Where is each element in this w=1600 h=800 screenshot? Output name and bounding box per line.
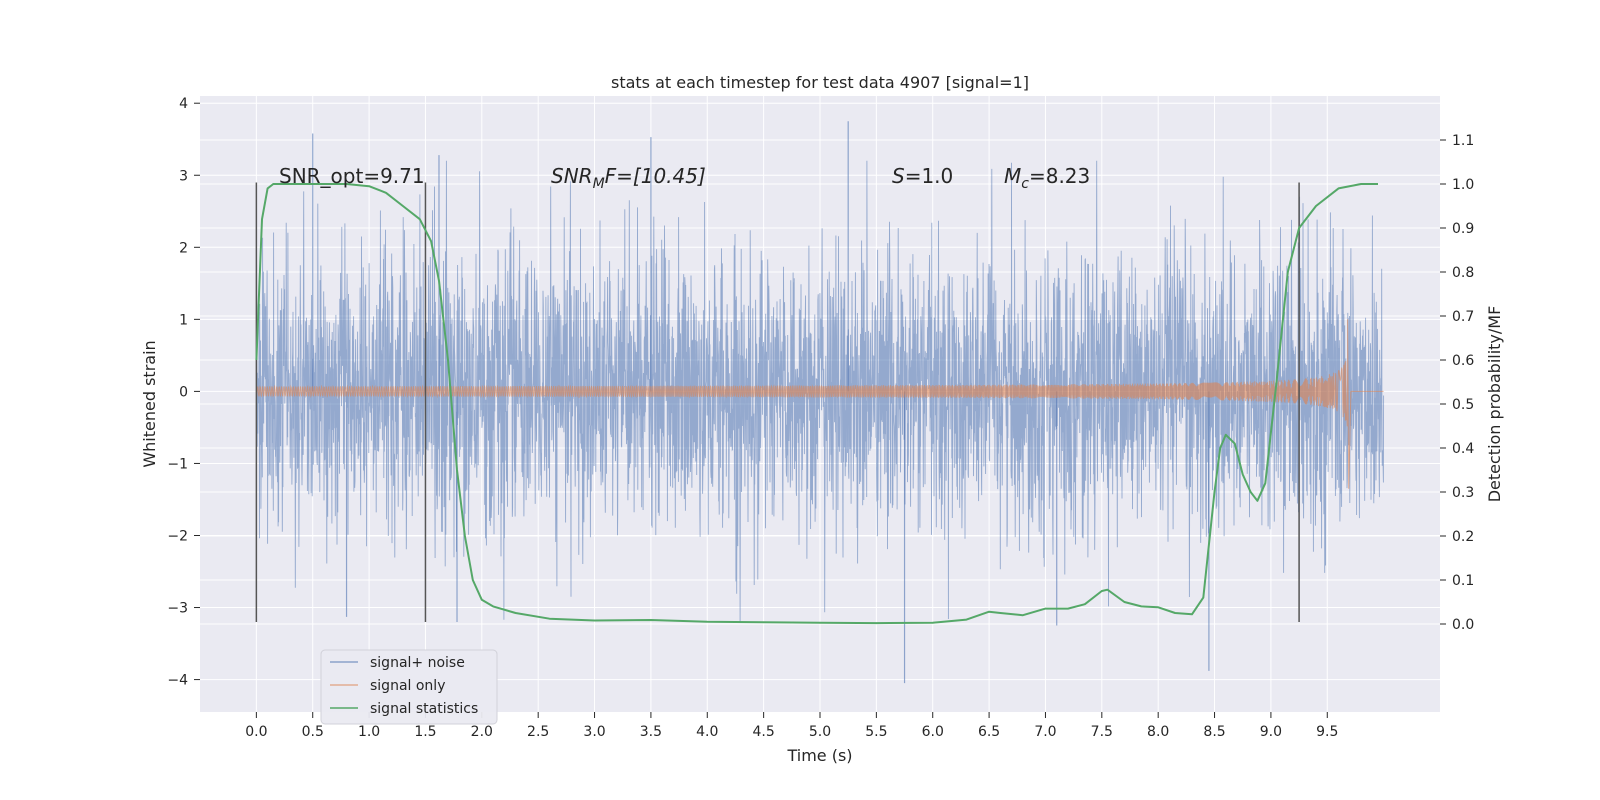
y-axis-label-right: Detection probability/MF — [1485, 306, 1504, 503]
y-left-tick-label: −1 — [167, 456, 188, 472]
y-right-tick-label: 0.5 — [1452, 397, 1474, 413]
vertical-markers — [255, 182, 1300, 622]
x-tick-label: 7.0 — [1034, 724, 1056, 740]
annotation-snr-opt: SNR_opt=9.71 — [279, 164, 425, 188]
x-tick-label: 2.5 — [527, 724, 549, 740]
y-right-tick-label: 0.3 — [1452, 485, 1474, 501]
series-line-signal-only — [256, 319, 1384, 489]
x-tick-label: 9.5 — [1316, 724, 1338, 740]
x-tick-label: 9.0 — [1260, 724, 1282, 740]
x-tick-label: 8.0 — [1147, 724, 1169, 740]
chart-title: stats at each timestep for test data 490… — [611, 73, 1029, 92]
y-right-tick-label: 0.2 — [1452, 529, 1474, 545]
y-right-tick-label: 0.9 — [1452, 221, 1474, 237]
x-tick-label: 4.5 — [753, 724, 775, 740]
y-left-tick-label: −4 — [167, 673, 188, 689]
legend-label-signal-statistics: signal statistics — [370, 701, 478, 717]
x-tick-label: 7.5 — [1091, 724, 1113, 740]
x-tick-label: 8.5 — [1203, 724, 1225, 740]
y-left-tick-label: 2 — [179, 240, 188, 256]
y-right-tick-label: 0.6 — [1452, 353, 1474, 369]
y-right-tick-label: 0.7 — [1452, 309, 1474, 325]
y-right-tick-label: 0.1 — [1452, 573, 1474, 589]
y-right-tick-label: 0.0 — [1452, 617, 1474, 633]
left-axis-ticks: 4 3 2 1 0 −1 −2 −3 −4 — [167, 96, 200, 689]
series-signal-statistics — [255, 183, 1378, 625]
x-tick-label: 6.5 — [978, 724, 1000, 740]
y-left-tick-label: −3 — [167, 601, 188, 617]
y-left-tick-label: −2 — [167, 528, 188, 544]
x-tick-label: 6.0 — [922, 724, 944, 740]
y-right-tick-label: 0.8 — [1452, 265, 1474, 281]
y-left-tick-label: 0 — [179, 384, 188, 400]
x-tick-label: 3.0 — [583, 724, 605, 740]
x-tick-label: 5.0 — [809, 724, 831, 740]
y-axis-label-left: Whitened strain — [140, 340, 159, 467]
legend: signal+ noise signal only signal statist… — [320, 649, 498, 725]
y-right-tick-label: 0.4 — [1452, 441, 1474, 457]
x-tick-label: 5.5 — [865, 724, 887, 740]
y-left-tick-label: 4 — [179, 96, 188, 112]
right-axis-ticks: 1.1 1.0 0.9 0.8 0.7 0.6 0.5 0.4 0.3 0.2 0.1 0.0 — [1440, 133, 1474, 633]
annotation-snr-mf: SNRMF=[10.45] — [551, 164, 706, 192]
x-tick-label: 0.5 — [302, 724, 324, 740]
y-right-tick-label: 1.1 — [1452, 133, 1474, 149]
annotation-mc: Mc=8.23 — [1004, 164, 1090, 192]
series-line-signal-statistics — [255, 183, 1378, 625]
y-left-tick-label: 1 — [179, 312, 188, 328]
x-tick-label: 1.0 — [358, 724, 380, 740]
y-left-tick-label: 3 — [179, 168, 188, 184]
annotation-s: S=1.0 — [892, 164, 953, 188]
x-tick-label: 2.0 — [471, 724, 493, 740]
series-signal-only — [256, 319, 1384, 489]
legend-label-signal-only: signal only — [370, 678, 445, 694]
x-axis-label: Time (s) — [786, 746, 852, 765]
bottom-axis-ticks: 0.0 0.5 1.0 1.5 2.0 2.5 3.0 3.5 4.0 4.5 5.0 5.5 6.0 6… — [245, 712, 1338, 740]
y-right-tick-label: 1.0 — [1452, 177, 1474, 193]
x-tick-label: 1.5 — [414, 724, 436, 740]
legend-box — [320, 649, 498, 725]
x-tick-label: 0.0 — [245, 724, 267, 740]
x-tick-label: 4.0 — [696, 724, 718, 740]
x-tick-label: 3.5 — [640, 724, 662, 740]
legend-label-signal-noise: signal+ noise — [370, 655, 465, 671]
